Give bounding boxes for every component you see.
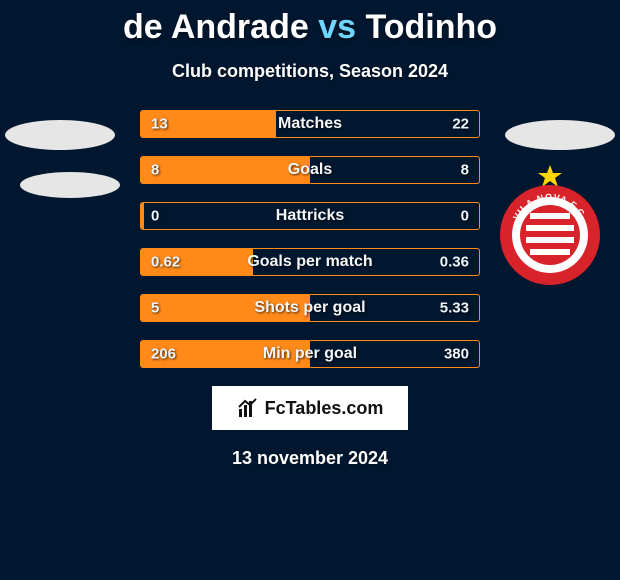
stat-row: 5 Shots per goal 5.33 (140, 294, 480, 322)
bar-fill-right (310, 157, 479, 183)
stat-row: 8 Goals 8 (140, 156, 480, 184)
stat-value-left: 0 (151, 208, 159, 225)
branding-box: FcTables.com (212, 386, 408, 430)
stat-value-right: 380 (444, 346, 469, 363)
stat-row: 0.62 Goals per match 0.36 (140, 248, 480, 276)
date-text: 13 november 2024 (0, 448, 620, 469)
subtitle: Club competitions, Season 2024 (0, 61, 620, 82)
player2-avatar-placeholder (505, 120, 615, 150)
stat-label: Matches (278, 115, 342, 133)
stat-value-left: 13 (151, 116, 168, 133)
page-title: de Andrade vs Todinho (0, 0, 620, 47)
player1-name: de Andrade (123, 8, 309, 46)
branding-text: FcTables.com (265, 398, 384, 419)
stat-label: Goals (288, 161, 332, 179)
stat-value-left: 5 (151, 300, 159, 317)
stat-value-right: 5.33 (440, 300, 469, 317)
stat-value-left: 0.62 (151, 254, 180, 271)
club-badge-vila-nova: VILA NOVA F.C. (500, 165, 600, 290)
stat-label: Shots per goal (254, 299, 365, 317)
stat-value-right: 0 (461, 208, 469, 225)
stat-label: Goals per match (247, 253, 372, 271)
stat-value-right: 8 (461, 162, 469, 179)
stat-row: 0 Hattricks 0 (140, 202, 480, 230)
stat-value-right: 22 (452, 116, 469, 133)
comparison-content: VILA NOVA F.C. 13 Matches 22 8 Goals 8 0 Hattri… (0, 110, 620, 368)
player1-club-placeholder (20, 172, 120, 198)
vs-text: vs (318, 8, 356, 46)
stat-value-left: 8 (151, 162, 159, 179)
stat-bars: 13 Matches 22 8 Goals 8 0 Hattricks 0 0.62 Goals p… (140, 110, 480, 368)
stat-value-left: 206 (151, 346, 176, 363)
player1-avatar-placeholder (5, 120, 115, 150)
stat-value-right: 0.36 (440, 254, 469, 271)
bar-fill-left (141, 157, 310, 183)
stat-row: 13 Matches 22 (140, 110, 480, 138)
stat-row: 206 Min per goal 380 (140, 340, 480, 368)
chart-icon (237, 397, 259, 419)
player2-name: Todinho (365, 8, 497, 46)
badge-star-icon (538, 165, 562, 187)
stat-label: Hattricks (276, 207, 344, 225)
stat-label: Min per goal (263, 345, 357, 363)
